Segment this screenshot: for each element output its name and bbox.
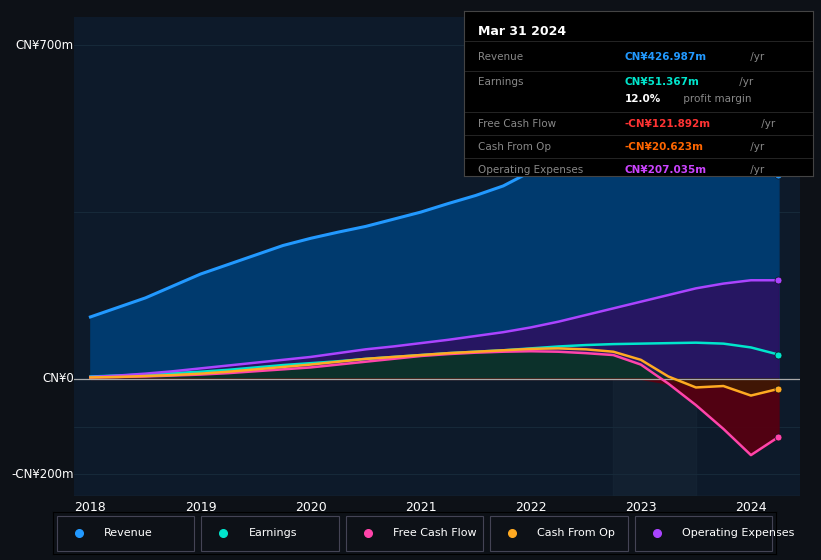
- Text: -CN¥20.623m: -CN¥20.623m: [624, 142, 704, 152]
- Text: Operating Expenses: Operating Expenses: [682, 529, 794, 538]
- Text: /yr: /yr: [747, 142, 764, 152]
- FancyBboxPatch shape: [57, 516, 195, 551]
- Text: Mar 31 2024: Mar 31 2024: [478, 25, 566, 38]
- Text: Revenue: Revenue: [104, 529, 153, 538]
- Text: profit margin: profit margin: [680, 94, 752, 104]
- Text: Revenue: Revenue: [478, 53, 523, 63]
- Text: /yr: /yr: [759, 119, 776, 129]
- Text: 12.0%: 12.0%: [624, 94, 661, 104]
- FancyBboxPatch shape: [635, 516, 773, 551]
- Text: /yr: /yr: [747, 165, 764, 175]
- Text: Cash From Op: Cash From Op: [478, 142, 551, 152]
- Text: CN¥0: CN¥0: [42, 372, 74, 385]
- FancyBboxPatch shape: [490, 516, 628, 551]
- Text: Operating Expenses: Operating Expenses: [478, 165, 583, 175]
- Text: -CN¥121.892m: -CN¥121.892m: [624, 119, 710, 129]
- Bar: [613, 17, 696, 496]
- Text: Cash From Op: Cash From Op: [538, 529, 615, 538]
- Text: CN¥207.035m: CN¥207.035m: [624, 165, 707, 175]
- FancyBboxPatch shape: [201, 516, 339, 551]
- Text: CN¥426.987m: CN¥426.987m: [624, 53, 707, 63]
- Text: -CN¥200m: -CN¥200m: [11, 468, 74, 480]
- Text: Free Cash Flow: Free Cash Flow: [393, 529, 476, 538]
- Text: CN¥700m: CN¥700m: [16, 39, 74, 52]
- Text: Earnings: Earnings: [478, 77, 523, 87]
- Text: /yr: /yr: [736, 77, 754, 87]
- Text: Earnings: Earnings: [249, 529, 297, 538]
- Text: /yr: /yr: [747, 53, 764, 63]
- Text: Free Cash Flow: Free Cash Flow: [478, 119, 556, 129]
- FancyBboxPatch shape: [346, 516, 484, 551]
- Text: CN¥51.367m: CN¥51.367m: [624, 77, 699, 87]
